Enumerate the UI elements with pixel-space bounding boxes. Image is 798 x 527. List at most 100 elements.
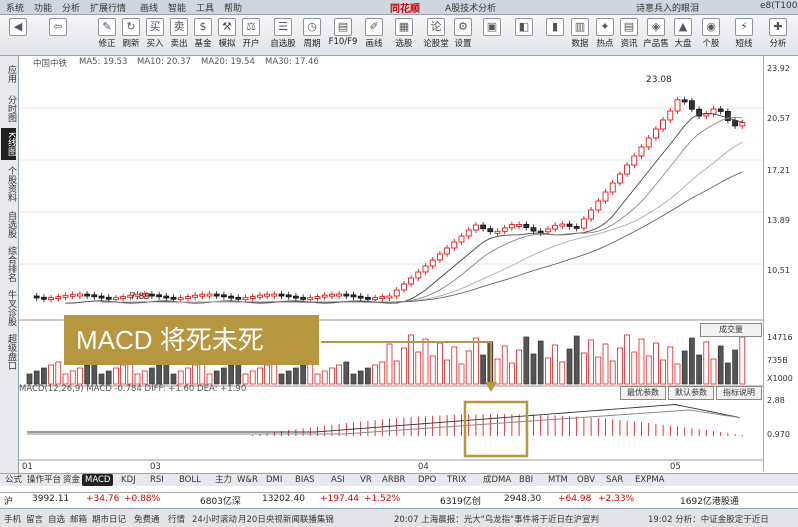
kline-chart[interactable] (19, 56, 763, 471)
indicator-tab-12[interactable]: VR (360, 475, 372, 485)
indicator-tab-8[interactable]: W&R (237, 475, 258, 485)
menu-help[interactable]: 帮助 (224, 4, 243, 14)
sell-icon: 卖 (170, 18, 188, 36)
macd-label: MACD(12,26,9) MACD -0.784 DIFF: +1.60 DE… (19, 384, 247, 394)
status-item-quote[interactable]: 行情 (168, 515, 186, 525)
fund-button[interactable]: $ 基金 (194, 18, 212, 49)
menu-analysis[interactable]: 分析 (62, 4, 81, 14)
single-stock-button[interactable]: ◉ 个股 (702, 18, 720, 49)
indicator-tab-13[interactable]: ARBR (382, 475, 406, 485)
status-item-message[interactable]: 留言 (26, 515, 44, 525)
buy-button[interactable]: 买买入 (146, 18, 164, 49)
toolbar-button-17[interactable]: ◧ (510, 17, 538, 53)
account-icon: ⚖ (242, 18, 260, 36)
indicator-tab-16[interactable]: 成DMA (483, 475, 512, 485)
menu-system[interactable]: 系统 (6, 4, 25, 14)
menu-extended[interactable]: 扩展行情 (90, 4, 127, 14)
indicator-tab-6[interactable]: BOLL (179, 475, 201, 485)
toolbar-button-18[interactable]: ▮ (544, 17, 566, 53)
status-item-mail[interactable]: 邮箱 (70, 515, 88, 525)
price-axis: 23.92 20.57 17.21 13.89 10.51 14716 735B… (763, 56, 798, 471)
indicator-tab-19[interactable]: OBV (577, 475, 596, 485)
analysis-icon: ✚ (769, 18, 787, 36)
watchlist-button[interactable]: ☰ 自选股 (270, 18, 296, 49)
indicator-tab-10[interactable]: BIAS (295, 475, 315, 485)
indicator-tab-18[interactable]: MTM (548, 475, 568, 485)
f10-button[interactable]: ▤ F10/F9 (328, 18, 358, 47)
menu-function[interactable]: 功能 (34, 4, 53, 14)
indicator-tab-1[interactable]: 操作平台 (27, 475, 62, 485)
simulate-button[interactable]: ⚒ 模拟 (218, 18, 236, 49)
sidebar-tab-intraday[interactable]: 分时图 (6, 94, 16, 122)
status-item-phone[interactable]: 手机 (4, 515, 22, 525)
toolbar: ◀ ⇦ ✎ 修正 ↻ 刷新 买买入 卖卖出 $ 基金 ⚒ 模拟 ⚖ 开户 ☰ 自选股 ◷ 周期… (0, 15, 798, 56)
stock-pick-button[interactable]: ▦ 选股 (395, 18, 413, 49)
volume-tick-2: 735B (767, 356, 788, 365)
menu-tools[interactable]: 工具 (196, 4, 215, 14)
status-item-diary[interactable]: 期市日记 (92, 515, 127, 525)
indicator-tab-14[interactable]: DPO (418, 475, 437, 485)
fire-icon: ✦ (596, 18, 614, 36)
draw-button[interactable]: ✐ 画线 (365, 18, 383, 49)
data-button[interactable]: ▥ 数据 (571, 18, 589, 49)
indicator-tab-4[interactable]: KDJ (121, 475, 136, 485)
indicator-tab-3[interactable]: MACD (82, 474, 114, 486)
settings-button[interactable]: ⚙ 设置 (454, 18, 472, 49)
indicator-tab-9[interactable]: DMI (266, 475, 283, 485)
toolbar-button-16[interactable]: ▣ (478, 17, 506, 53)
sidebar-tab-profile[interactable]: 个股资料 (6, 166, 16, 202)
indicator-tab-21[interactable]: EXPMA (635, 475, 665, 485)
menu-draw[interactable]: 画线 (140, 4, 159, 14)
analysis-button[interactable]: ✚ 分析 (769, 18, 787, 49)
indicator-tab-15[interactable]: TRIX (447, 475, 467, 485)
news-ticker-2[interactable]: 20:07 上海晨报：光大"乌龙指"事件将于近日在沪宣判 (394, 515, 600, 525)
price-tick-4: 13.89 (767, 216, 790, 225)
news-ticker-1[interactable]: 月20日央视新闻联播集锦 (238, 515, 334, 525)
macd-callout: MACD 将死未死 (64, 315, 319, 365)
shortline-button[interactable]: ⚡ 短线 (735, 18, 753, 49)
indicator-help-button[interactable]: 指标说明 (716, 386, 762, 400)
sidebar-tab-diagnose[interactable]: 牛叉诊股 (6, 290, 16, 326)
refresh-button[interactable]: ↻ 刷新 (122, 18, 140, 49)
sidebar-tab-watchlist[interactable]: 自选股 (6, 210, 16, 238)
period-button[interactable]: ◷ 周期 (303, 18, 321, 49)
indicator-tab-2[interactable]: 资金 (63, 475, 81, 485)
sidebar-tab-orderbook[interactable]: 超级盘口 (6, 334, 16, 370)
sh-change: +34.76 (86, 494, 120, 504)
forum-button[interactable]: 论论股堂 (423, 18, 449, 49)
volume-selector[interactable]: 成交量 (700, 323, 762, 337)
indicator-tab-11[interactable]: ASI (331, 475, 345, 485)
products-button[interactable]: ◈ 产品售 (643, 18, 669, 49)
default-params-button[interactable]: 默认参数 (668, 386, 714, 400)
stock-single-icon: ◉ (702, 18, 720, 36)
clock-icon: ◷ (303, 18, 321, 36)
ticker-row: 中国中铁 MA5: 19.53 MA10: 20.37 MA20: 19.54 … (19, 56, 763, 69)
status-item-watch[interactable]: 自选 (48, 515, 66, 525)
sidebar-tab-app[interactable]: 应用 (6, 65, 16, 83)
price-tick-2: 20.57 (767, 114, 790, 123)
news-ticker-3[interactable]: 19:02 分析：中证金股定于近日 (648, 515, 769, 525)
fix-button[interactable]: ✎ 修正 (98, 18, 116, 49)
optimal-params-button[interactable]: 最优参数 (620, 386, 666, 400)
status-item-24h[interactable]: 24小时滚动 (192, 515, 237, 525)
hotspot-button[interactable]: ✦ 热点 (596, 18, 614, 49)
chart-svg (19, 96, 763, 461)
sz-percent: +1.52% (364, 494, 401, 504)
f10-icon: ▤ (334, 18, 352, 36)
back-button[interactable]: ◀ (4, 17, 32, 53)
market-button[interactable]: ▲ 大盘 (674, 18, 692, 49)
open-account-button[interactable]: ⚖ 开户 (242, 18, 260, 49)
indicator-tab-5[interactable]: RSI (150, 475, 164, 485)
news-button[interactable]: ▤ 资讯 (620, 18, 638, 49)
indicator-tab-20[interactable]: SAR (606, 475, 624, 485)
sidebar-tab-ranking[interactable]: 综合排名 (6, 246, 16, 282)
menu-smart[interactable]: 智能 (168, 4, 187, 14)
cy-change: +64.98 (558, 494, 592, 504)
indicator-tab-0[interactable]: 公式 (5, 475, 23, 485)
indicator-tab-17[interactable]: BBI (519, 475, 534, 485)
indicator-tab-7[interactable]: 主力 (215, 475, 233, 485)
forward-button[interactable]: ⇦ (44, 17, 72, 53)
sidebar-tab-kline[interactable]: K线图 (1, 128, 16, 160)
sell-button[interactable]: 卖卖出 (170, 18, 188, 49)
status-item-free[interactable]: 免费通 (134, 515, 160, 525)
